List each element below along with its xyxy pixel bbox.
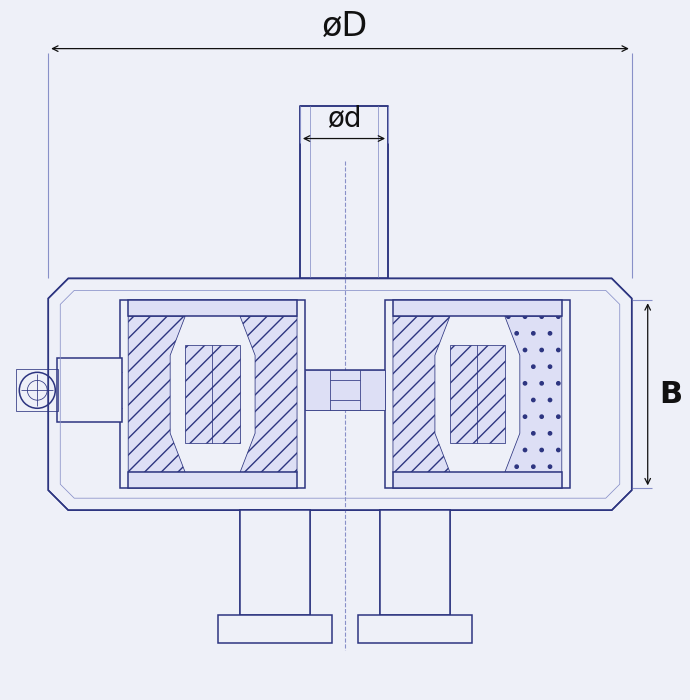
Polygon shape xyxy=(48,279,632,510)
Bar xyxy=(17,370,58,412)
Bar xyxy=(385,300,570,488)
Text: ød: ød xyxy=(327,104,362,132)
Bar xyxy=(240,510,310,615)
Bar xyxy=(380,510,450,615)
Polygon shape xyxy=(240,316,297,473)
Bar xyxy=(128,473,297,488)
Bar xyxy=(393,473,562,488)
Bar xyxy=(120,300,305,488)
Polygon shape xyxy=(393,316,450,473)
Bar xyxy=(218,615,332,643)
Polygon shape xyxy=(505,316,562,473)
Text: B: B xyxy=(660,380,683,409)
Bar xyxy=(240,510,310,615)
Bar xyxy=(393,300,562,316)
Bar xyxy=(185,345,240,443)
Bar xyxy=(358,615,472,643)
Bar xyxy=(128,300,297,316)
Bar xyxy=(305,370,385,410)
Text: øD: øD xyxy=(322,10,368,43)
Bar xyxy=(380,510,450,615)
Bar xyxy=(57,358,122,422)
Polygon shape xyxy=(128,316,185,473)
Bar xyxy=(300,106,388,279)
Bar xyxy=(450,345,505,443)
